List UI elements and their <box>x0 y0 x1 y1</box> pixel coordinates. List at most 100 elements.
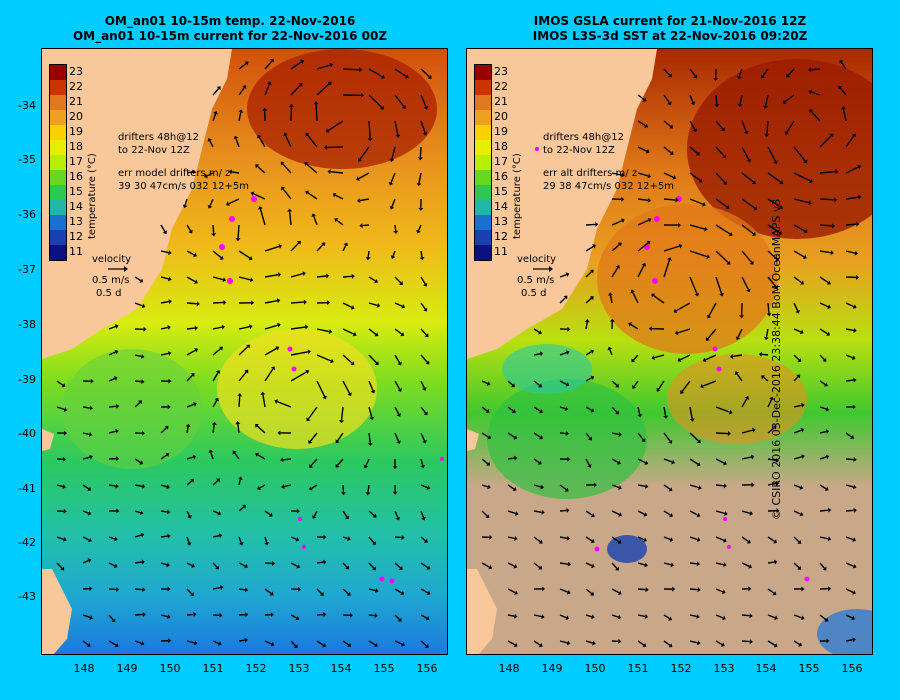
current-vector-head <box>208 449 214 454</box>
current-vector-head <box>589 296 594 301</box>
current-vector <box>368 120 371 139</box>
current-vector <box>793 172 811 182</box>
current-vector-head <box>235 421 241 425</box>
right-australia-land <box>467 49 657 359</box>
current-vector <box>819 354 825 361</box>
current-vector-head <box>617 460 621 465</box>
current-vector <box>212 224 215 234</box>
current-vector <box>689 640 698 644</box>
current-vector <box>741 224 754 235</box>
current-vector-head <box>360 92 364 98</box>
current-vector-head <box>751 482 755 488</box>
current-vector <box>793 302 799 312</box>
colorbar-swatch <box>475 65 491 80</box>
current-vector-head <box>246 344 250 349</box>
current-vector-head <box>322 395 327 400</box>
current-vector <box>845 354 854 359</box>
current-vector-head <box>537 330 542 335</box>
current-vector <box>342 562 348 568</box>
current-vector <box>316 83 330 96</box>
current-vector <box>741 198 756 209</box>
current-vector <box>533 353 541 356</box>
current-vector-head <box>330 358 334 364</box>
current-vector <box>767 198 781 208</box>
current-vector-head <box>374 613 378 619</box>
current-vector-head <box>851 355 856 361</box>
right-colorbar-unit: temperature (°C) <box>512 153 523 239</box>
current-vector <box>420 302 426 310</box>
colorbar-swatch <box>475 155 491 170</box>
colorbar-swatch <box>50 245 66 260</box>
colorbar-swatch <box>50 110 66 125</box>
longitude-tick-label: 152 <box>245 662 267 675</box>
current-vector <box>842 108 847 122</box>
current-vector-head <box>258 206 263 210</box>
current-vector-head <box>334 218 339 223</box>
current-vector <box>257 165 266 174</box>
current-vector <box>160 352 169 356</box>
current-vector-head <box>335 439 340 444</box>
current-vector-head <box>347 392 352 397</box>
latitude-tick-label: -39 <box>18 373 36 386</box>
current-vector-head <box>365 256 371 261</box>
current-vector-head <box>167 586 171 592</box>
current-vector <box>767 588 775 594</box>
current-vector <box>689 94 694 103</box>
current-vector <box>585 614 593 618</box>
current-vector <box>689 120 696 130</box>
current-vector-head <box>618 638 622 644</box>
current-vector-head <box>319 591 324 596</box>
current-vector <box>585 406 593 411</box>
current-vector <box>134 354 142 358</box>
current-vector <box>559 484 567 491</box>
current-vector-head <box>690 101 696 106</box>
current-vector-head <box>808 67 812 73</box>
current-vector <box>231 171 240 174</box>
current-vector-head <box>397 361 402 366</box>
current-vector-head <box>803 228 808 234</box>
current-vector-head <box>351 273 355 279</box>
current-vector <box>264 324 279 330</box>
current-vector-head <box>274 399 279 404</box>
current-vector-head <box>182 204 188 209</box>
current-vector <box>420 120 426 133</box>
current-vector-head <box>305 369 310 375</box>
right-map-title: IMOS GSLA current for 21-Nov-2016 12Z IM… <box>460 14 880 44</box>
current-vector-head <box>350 361 355 366</box>
left-warm-eddy <box>247 49 437 169</box>
current-vector-head <box>567 561 572 567</box>
current-vector <box>82 640 89 646</box>
current-vector-head <box>238 541 244 546</box>
current-vector-head <box>723 538 727 543</box>
current-vector <box>481 510 488 517</box>
current-vector <box>134 510 141 514</box>
current-vector-head <box>249 277 254 283</box>
current-vector-head <box>809 178 813 184</box>
current-vector <box>559 432 567 435</box>
colorbar-swatch <box>50 200 66 215</box>
left-current-vectors <box>56 58 432 649</box>
current-vector <box>819 198 835 201</box>
current-vector <box>290 242 300 252</box>
current-vector <box>420 94 427 108</box>
current-vector-head <box>776 508 780 514</box>
latitude-tick-label: -37 <box>18 263 36 276</box>
colorbar-tick-label: 20 <box>494 110 508 123</box>
latitude-tick-label: -40 <box>18 427 36 440</box>
current-vector <box>290 301 305 304</box>
left-map-svg <box>42 49 447 654</box>
current-vector-head <box>696 512 701 518</box>
current-vector <box>819 536 829 540</box>
current-vector-head <box>221 324 225 330</box>
current-vector-head <box>142 483 146 489</box>
current-vector-head <box>255 452 260 457</box>
current-vector-head <box>663 415 669 419</box>
current-vector <box>637 406 641 415</box>
current-vector <box>313 215 318 226</box>
current-vector-head <box>141 559 146 565</box>
current-vector-head <box>852 637 856 643</box>
current-vector-head <box>593 482 597 488</box>
current-vector <box>845 196 859 200</box>
current-vector-head <box>281 186 286 191</box>
current-vector-head <box>722 154 727 159</box>
